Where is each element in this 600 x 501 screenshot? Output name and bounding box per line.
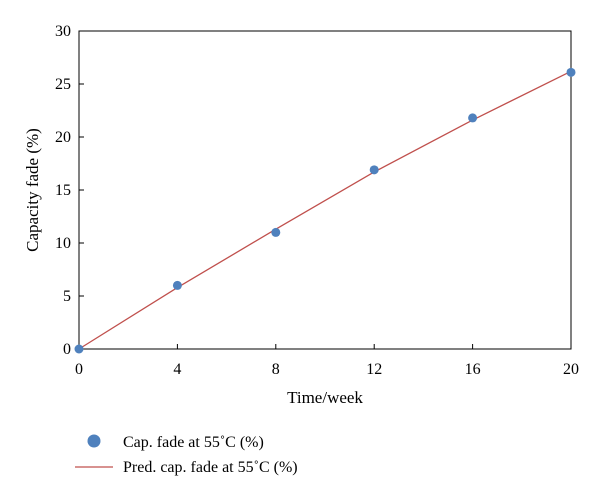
measured-fade-point [271, 227, 281, 237]
y-axis-title: Capacity fade (%) [23, 128, 42, 252]
predicted-fade-line [78, 70, 572, 350]
legend-marker-measured [87, 434, 101, 448]
x-tick-label: 4 [173, 361, 181, 378]
y-tick-label: 10 [55, 235, 71, 252]
x-tick-label: 16 [465, 361, 481, 378]
x-axis-title: Time/week [287, 388, 363, 407]
measured-fade-point [172, 280, 182, 290]
y-tick-label: 5 [63, 288, 71, 305]
x-tick-label: 8 [272, 361, 280, 378]
x-axis-ticks: 0 4 8 12 16 20 [75, 344, 579, 378]
series-layer [74, 67, 576, 354]
measured-fade-point [468, 113, 478, 123]
x-tick-label: 0 [75, 361, 83, 378]
x-tick-label: 12 [366, 361, 382, 378]
measured-fade-point [74, 344, 84, 354]
legend-label-predicted: Pred. cap. fade at 55˚C (%) [123, 459, 298, 476]
y-tick-label: 30 [55, 23, 71, 40]
legend-label-measured: Cap. fade at 55˚C (%) [123, 434, 264, 451]
y-tick-label: 20 [55, 129, 71, 146]
measured-fade-point [369, 165, 379, 175]
x-tick-label: 20 [563, 361, 579, 378]
y-tick-label: 25 [55, 76, 71, 93]
legend: Cap. fade at 55˚C (%) Pred. cap. fade at… [75, 434, 298, 476]
y-tick-label: 0 [63, 341, 71, 358]
plot-area [78, 30, 572, 350]
measured-fade-point [566, 67, 576, 77]
y-tick-label: 15 [55, 182, 71, 199]
